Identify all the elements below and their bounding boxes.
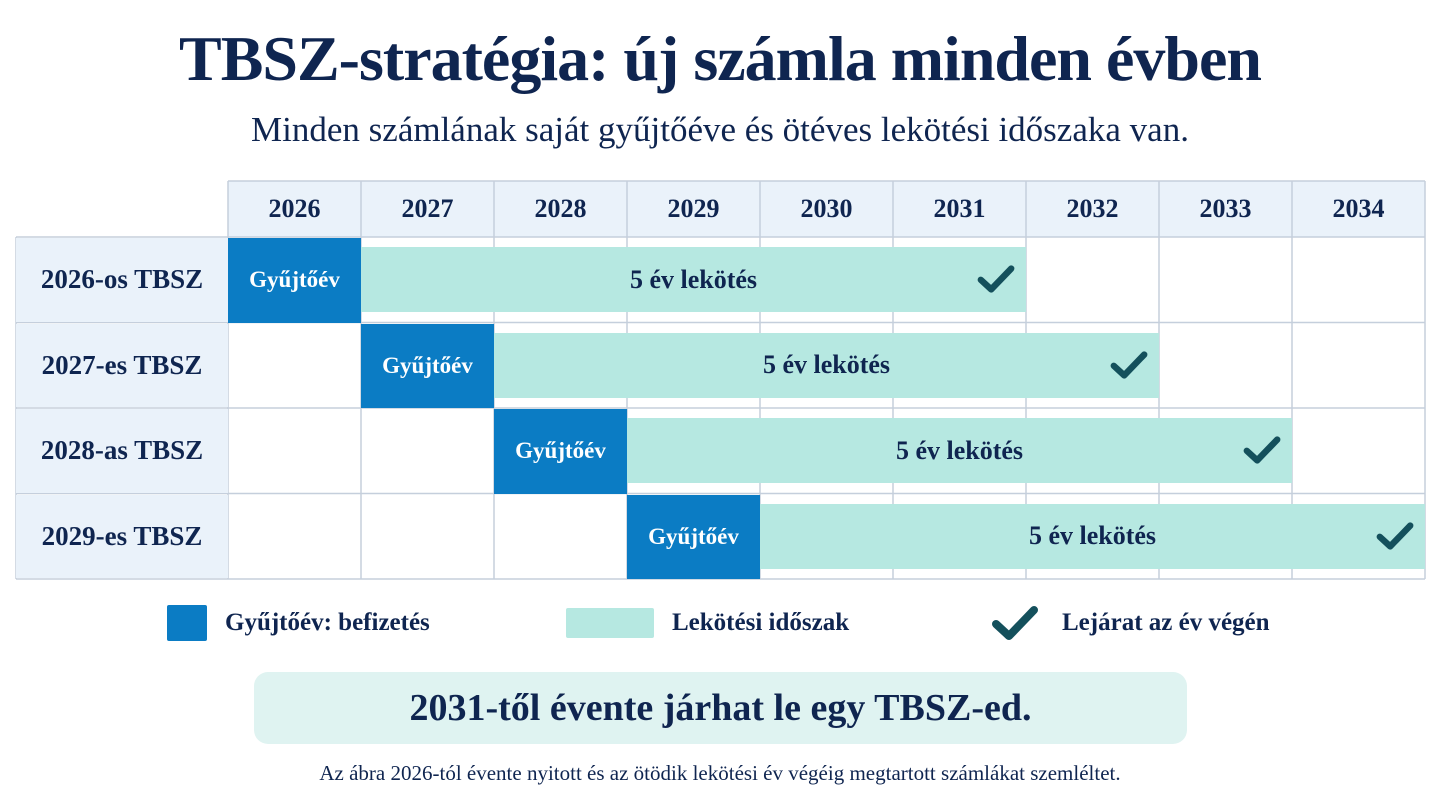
checkmark-icon xyxy=(1376,521,1414,550)
legend-lock-swatch xyxy=(566,608,654,638)
checkmark-icon xyxy=(977,265,1015,293)
legend-collection: Gyűjtőév: befizetés xyxy=(167,604,430,642)
year-header-2032: 2032 xyxy=(1066,194,1119,223)
collection-year-cell: Gyűjtőév xyxy=(361,323,494,408)
year-header-2027: 2027 xyxy=(401,194,454,223)
checkmark-icon xyxy=(992,606,1038,640)
lock-period-label: 5 év lekötés xyxy=(762,350,891,379)
year-header-2033: 2033 xyxy=(1199,194,1252,223)
footnote: Az ábra 2026-tól évente nyitott és az öt… xyxy=(319,761,1121,785)
lock-period-bar: 5 év lekötés xyxy=(494,332,1159,398)
lock-period-label: 5 év lekötés xyxy=(1028,521,1157,550)
year-header-2029: 2029 xyxy=(667,194,720,223)
lock-period-bar: 5 év lekötés xyxy=(760,503,1425,569)
lock-period-bar: 5 év lekötés xyxy=(627,418,1292,483)
collection-year-cell: Gyűjtőév xyxy=(228,238,361,323)
year-header-2031: 2031 xyxy=(933,194,986,223)
year-header-2034: 2034 xyxy=(1332,194,1385,223)
lock-period-label: 5 év lekötés xyxy=(629,264,758,294)
legend-maturity-label: Lejárat az év végén xyxy=(1062,609,1270,636)
collection-year-cell: Gyűjtőév xyxy=(494,409,627,494)
callout-box: 2031-től évente járhat le egy TBSZ-ed. xyxy=(254,672,1187,744)
legend-lock: Lekötési időszak xyxy=(566,604,849,642)
timeline-grid: 2026 2027 2028 2029 2030 2031 2032 2033 2034 2026… xyxy=(15,180,1426,580)
legend-collection-label: Gyűjtőév: befizetés xyxy=(225,609,430,636)
year-header-2028: 2028 xyxy=(534,194,587,223)
row-label: 2027-es TBSZ xyxy=(16,323,228,407)
lock-period-bar: 5 év lekötés xyxy=(361,247,1026,312)
legend-lock-label: Lekötési időszak xyxy=(672,609,850,636)
row-label: 2029-es TBSZ xyxy=(16,494,228,578)
row-label: 2028-as TBSZ xyxy=(16,409,228,493)
lock-period-label: 5 év lekötés xyxy=(895,435,1024,465)
checkmark-icon xyxy=(1110,350,1148,379)
row-label: 2026-os TBSZ xyxy=(16,238,228,322)
year-header-bg xyxy=(228,181,1425,237)
legend-collection-swatch xyxy=(167,605,207,641)
year-header-2030: 2030 xyxy=(800,194,853,223)
checkmark-icon xyxy=(1243,436,1281,464)
page-title: TBSZ-stratégia: új számla minden évben xyxy=(179,23,1262,94)
collection-year-cell: Gyűjtőév xyxy=(627,494,760,579)
page-subtitle: Minden számlának saját gyűjtőéve és ötév… xyxy=(251,110,1189,149)
legend-maturity: Lejárat az év végén xyxy=(990,604,1270,642)
year-header-2026: 2026 xyxy=(268,194,321,223)
